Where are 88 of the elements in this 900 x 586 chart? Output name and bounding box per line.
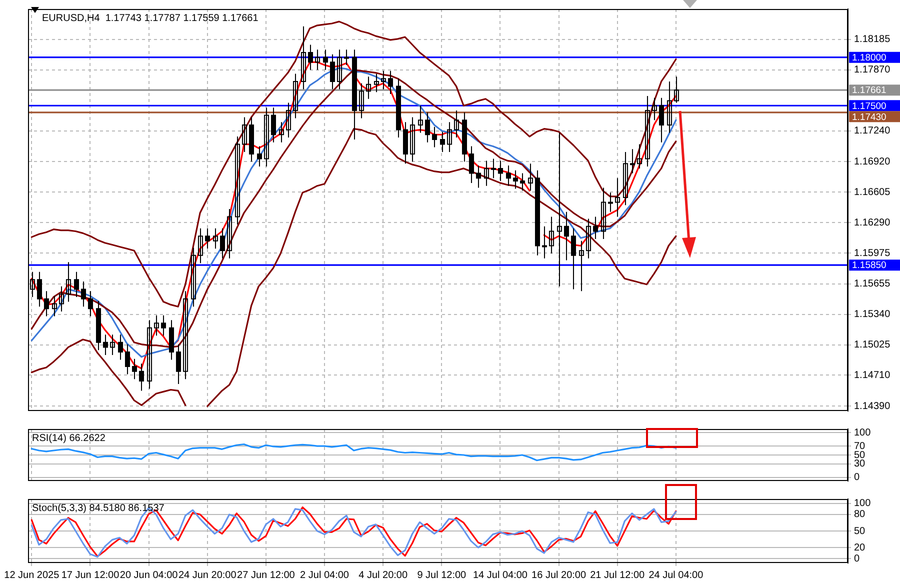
y-tick-label: 1.14390: [854, 400, 891, 412]
chart-title: Stoch(5,3,3) 84.5180 86.1537: [32, 502, 165, 514]
candlestick: [674, 76, 680, 104]
candlestick: [264, 107, 270, 168]
chart-title: RSI(14) 66.2622: [32, 432, 106, 444]
candlestick: [286, 102, 292, 138]
ref-line-label: 1.18000: [852, 52, 886, 64]
y-tick-label: 1.16290: [854, 217, 891, 228]
y-tick-label: 1.17240: [854, 126, 891, 137]
candlestick: [234, 136, 240, 225]
y-tick-label: 1.15025: [854, 340, 891, 351]
candlestick: [542, 226, 548, 259]
candlestick: [644, 95, 650, 168]
candlestick: [410, 116, 416, 162]
candlestick: [314, 49, 320, 70]
y-tick-label: 50: [854, 526, 866, 537]
y-tick-label: 70: [854, 440, 866, 452]
y-tick-label: 1.15975: [854, 248, 891, 259]
candlestick: [366, 76, 372, 100]
candlestick: [358, 82, 364, 119]
candlestick: [528, 163, 534, 192]
y-tick-label: 1.15340: [854, 309, 891, 320]
candlestick: [454, 110, 460, 138]
ref-line-label: 1.17661: [852, 85, 886, 96]
candlestick: [52, 296, 58, 317]
y-tick-label: 1.16605: [854, 186, 891, 198]
y-tick-label: 80: [854, 509, 866, 520]
candlestick: [278, 122, 284, 143]
y-tick-label: 1.14710: [854, 370, 891, 381]
x-tick-label: 4 Jul 20:00: [358, 570, 408, 581]
candlestick: [446, 122, 452, 153]
candlestick: [490, 158, 496, 179]
candlestick: [336, 49, 342, 90]
candlestick: [374, 73, 380, 93]
candlestick: [636, 144, 642, 169]
candlestick: [586, 218, 592, 259]
candlestick: [578, 240, 584, 292]
y-tick-label: 0: [854, 472, 860, 484]
candlestick: [110, 334, 116, 356]
x-tick-label: 16 Jul 20:00: [532, 570, 586, 581]
candlestick: [226, 208, 232, 259]
candlestick: [154, 314, 160, 336]
candlestick: [58, 286, 64, 312]
y-tick-label: 1.15655: [854, 278, 891, 290]
candlestick: [614, 178, 620, 218]
candlestick: [630, 148, 636, 174]
candlestick: [66, 262, 72, 302]
y-tick-label: 1.18185: [854, 34, 891, 46]
candlestick: [418, 105, 424, 134]
candlestick: [666, 80, 672, 134]
candlestick: [608, 192, 614, 212]
x-tick-label: 12 Jun 2025: [4, 570, 60, 581]
candlestick: [344, 49, 350, 66]
ref-line-label: 1.17430: [852, 112, 886, 123]
candlestick: [242, 116, 248, 153]
x-tick-label: 2 Jul 04:00: [300, 570, 350, 581]
y-tick-label: 50: [854, 450, 866, 461]
x-tick-label: 20 Jun 04:00: [120, 570, 178, 581]
x-tick-label: 27 Jun 12:00: [237, 570, 296, 581]
y-tick-label: 1.16920: [854, 156, 891, 168]
ref-line-label: 1.17500: [852, 100, 886, 112]
y-tick-label: 0: [854, 553, 860, 564]
candlestick: [380, 70, 386, 90]
candlestick: [622, 152, 628, 206]
y-tick-label: 1.17870: [854, 64, 891, 76]
y-tick-label: 20: [854, 542, 866, 554]
x-tick-label: 24 Jul 04:00: [648, 570, 704, 581]
chart-title: EURUSD,H4 1.17743 1.17787 1.17559 1.17661: [42, 12, 259, 24]
y-tick-label: 30: [854, 458, 866, 470]
candlestick: [198, 228, 204, 264]
x-tick-label: 14 Jul 04:00: [472, 570, 528, 581]
candlestick: [600, 187, 606, 240]
y-tick-label: 100: [854, 498, 872, 510]
candlestick: [548, 216, 554, 254]
candlestick: [292, 73, 298, 119]
candlestick: [190, 247, 196, 308]
x-tick-label: 21 Jul 12:00: [590, 570, 646, 581]
candlestick: [484, 160, 490, 186]
x-tick-label: 24 Jun 20:00: [178, 570, 237, 581]
x-tick-label: 17 Jun 12:00: [61, 570, 120, 581]
y-tick-label: 100: [854, 427, 872, 438]
candlestick: [652, 97, 658, 121]
ref-line-label: 1.15850: [852, 260, 886, 272]
candlestick: [182, 290, 188, 380]
candlestick: [146, 320, 152, 390]
candlestick: [212, 228, 218, 250]
x-tick-label: 9 Jul 12:00: [417, 570, 467, 581]
candlestick: [300, 26, 306, 90]
